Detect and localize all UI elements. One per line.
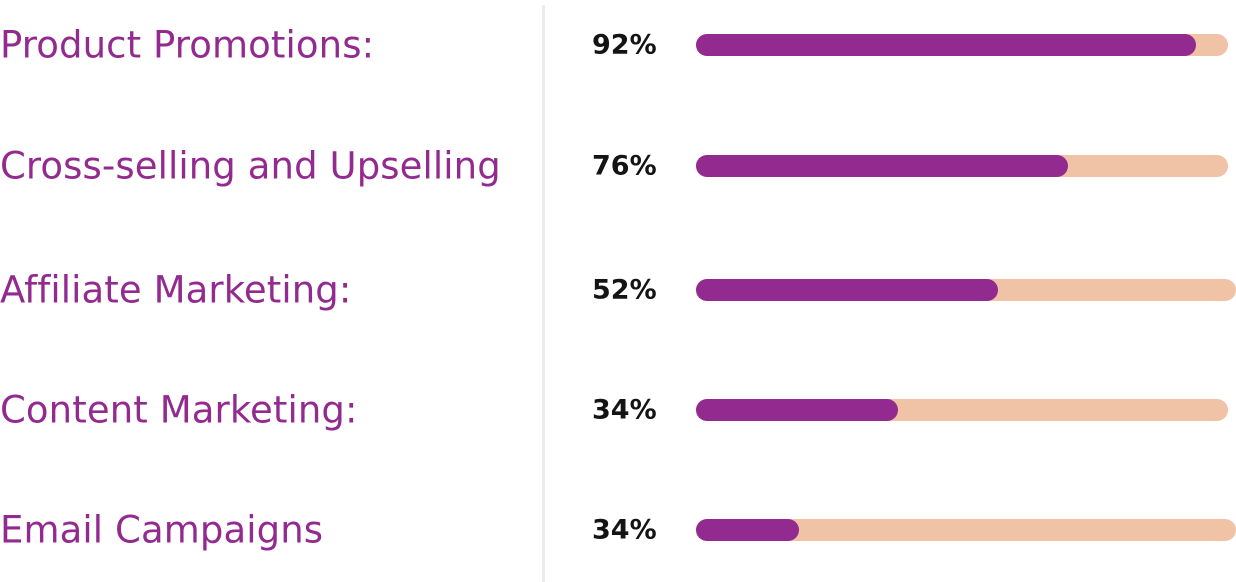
bar-row: Content Marketing: 34% <box>0 380 1236 440</box>
bar-fill <box>696 34 1197 56</box>
bar-track <box>696 155 1228 177</box>
category-label: Email Campaigns <box>0 508 324 552</box>
value-label: 92% <box>592 29 657 61</box>
value-label: 34% <box>592 514 657 546</box>
bar-track <box>696 399 1228 421</box>
bar-track <box>696 519 1236 541</box>
bar-row: Product Promotions: 92% <box>0 15 1236 75</box>
value-label: 76% <box>592 150 657 182</box>
bar-row: Email Campaigns 34% <box>0 500 1236 560</box>
bar-row: Affiliate Marketing: 52% <box>0 260 1236 320</box>
bar-fill <box>696 279 999 301</box>
category-label: Cross-selling and Upselling <box>0 144 501 188</box>
bar-fill <box>696 399 899 421</box>
category-label: Affiliate Marketing: <box>0 268 352 312</box>
bar-row: Cross-selling and Upselling 76% <box>0 136 1236 196</box>
category-label: Content Marketing: <box>0 388 358 432</box>
category-label: Product Promotions: <box>0 23 375 67</box>
value-label: 52% <box>592 274 657 306</box>
bar-track <box>696 34 1228 56</box>
column-divider <box>542 5 545 582</box>
bar-fill <box>696 155 1069 177</box>
bar-fill <box>696 519 799 541</box>
value-label: 34% <box>592 394 657 426</box>
bar-track <box>696 279 1236 301</box>
